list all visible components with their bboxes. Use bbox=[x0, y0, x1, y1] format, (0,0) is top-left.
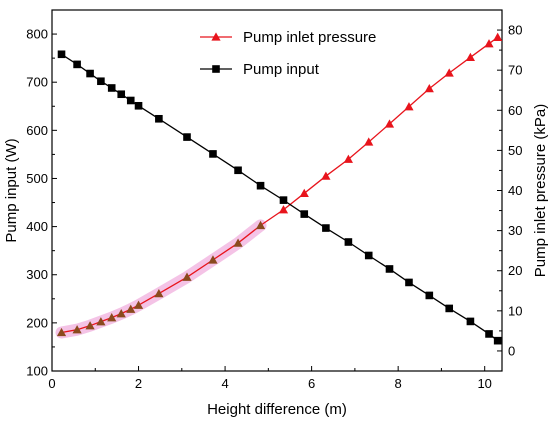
x-axis-title: Height difference (m) bbox=[207, 401, 347, 418]
pump-input-point bbox=[107, 84, 116, 92]
pump-inlet-pressure-point bbox=[321, 171, 331, 180]
pump-inlet-pressure-point bbox=[56, 327, 67, 337]
pump-inlet-pressure-point bbox=[154, 288, 164, 298]
pump-inlet-pressure-line bbox=[61, 36, 499, 334]
legend-pump-input-label: Pump input bbox=[243, 61, 320, 78]
pump-input-point bbox=[73, 60, 81, 69]
pump-input-point bbox=[445, 304, 454, 313]
pump-input-point bbox=[256, 181, 265, 190]
y-right-tick-label: 30 bbox=[508, 223, 522, 238]
pump-inlet-pressure-point bbox=[96, 317, 106, 326]
pump-inlet-pressure-point bbox=[72, 325, 82, 334]
pump-input-point bbox=[134, 101, 143, 110]
legend-pump-inlet-pressure-marker bbox=[211, 32, 221, 41]
pump-inlet-pressure-point bbox=[255, 220, 266, 230]
pump-inlet-pressure-point bbox=[126, 304, 136, 313]
pump-input-point bbox=[322, 224, 330, 232]
y-left-tick-label: 500 bbox=[26, 171, 48, 186]
y-right-tick-label: 10 bbox=[508, 303, 522, 318]
pump-input-point bbox=[279, 196, 288, 204]
pump-inlet-pressure-point bbox=[278, 205, 289, 214]
pump-inlet-pressure-point bbox=[424, 84, 434, 93]
y-left-tick-label: 300 bbox=[26, 267, 48, 282]
y-left-tick-label: 800 bbox=[26, 27, 48, 42]
pump-input-point bbox=[155, 114, 163, 123]
y-right-tick-label: 20 bbox=[508, 263, 522, 278]
x-tick-label: 0 bbox=[48, 376, 55, 391]
y-right-tick-label: 50 bbox=[508, 143, 522, 158]
x-tick-label: 10 bbox=[477, 376, 491, 391]
pump-inlet-pressure-point bbox=[233, 238, 243, 247]
pump-input-point bbox=[97, 77, 105, 86]
pump-inlet-pressure-point bbox=[182, 272, 192, 281]
x-tick-label: 6 bbox=[308, 376, 315, 391]
y-right-tick-label: 0 bbox=[508, 343, 515, 358]
x-tick-label: 4 bbox=[221, 376, 228, 391]
pump-inlet-pressure-highlight bbox=[55, 219, 267, 339]
pump-input-point bbox=[126, 96, 135, 105]
y-left-axis-title: Pump input (W) bbox=[3, 138, 20, 242]
pump-inlet-pressure-point bbox=[85, 321, 95, 330]
pump-inlet-pressure-point bbox=[116, 309, 126, 318]
legend-pump-input-marker bbox=[212, 65, 220, 73]
pump-inlet-pressure-point bbox=[484, 39, 494, 48]
y-left-tick-label: 200 bbox=[26, 315, 48, 330]
pump-input-point bbox=[117, 90, 126, 99]
pump-inlet-pressure-point bbox=[493, 32, 503, 41]
pump-input-point bbox=[234, 166, 242, 175]
pump-input-point bbox=[425, 291, 434, 300]
y-right-axis-title: Pump inlet pressure (kPa) bbox=[532, 104, 549, 277]
pump-input-point bbox=[300, 210, 309, 218]
y-right-tick-label: 70 bbox=[508, 63, 522, 78]
y-right-tick-label: 40 bbox=[508, 183, 522, 198]
y-left-tick-label: 100 bbox=[26, 364, 48, 379]
pump-inlet-pressure-point bbox=[404, 102, 414, 111]
pump-inlet-pressure-point bbox=[299, 188, 309, 197]
pump-input-point bbox=[405, 278, 413, 287]
pump-input-point bbox=[385, 265, 394, 273]
pump-input-point bbox=[209, 150, 217, 158]
y-left-tick-label: 400 bbox=[26, 219, 48, 234]
pump-input-point bbox=[485, 330, 493, 338]
pump-input-point bbox=[57, 50, 66, 59]
pump-input-point bbox=[493, 336, 502, 345]
pump-inlet-pressure-point bbox=[343, 154, 353, 163]
x-tick-label: 8 bbox=[395, 376, 402, 391]
pump-inlet-pressure-point bbox=[107, 313, 117, 322]
pump-inlet-pressure-point bbox=[133, 300, 144, 309]
y-right-tick-label: 80 bbox=[508, 23, 522, 38]
y-left-tick-label: 600 bbox=[26, 123, 48, 138]
pump-inlet-pressure-point bbox=[444, 68, 454, 77]
pump-input-point bbox=[344, 238, 353, 246]
pump-inlet-pressure-point bbox=[208, 255, 218, 264]
pump-input-point bbox=[364, 251, 373, 260]
pump-inlet-pressure-point bbox=[364, 137, 374, 146]
pump-input-point bbox=[86, 69, 94, 78]
y-left-tick-label: 700 bbox=[26, 75, 48, 90]
pump-inlet-pressure-point bbox=[384, 119, 395, 128]
pump-inlet-pressure-point bbox=[465, 52, 476, 62]
legend-pump-inlet-pressure-label: Pump inlet pressure bbox=[243, 29, 376, 46]
pump-input-point bbox=[183, 133, 191, 141]
x-tick-label: 2 bbox=[135, 376, 142, 391]
pump-input-point bbox=[466, 317, 475, 326]
y-right-tick-label: 60 bbox=[508, 103, 522, 118]
